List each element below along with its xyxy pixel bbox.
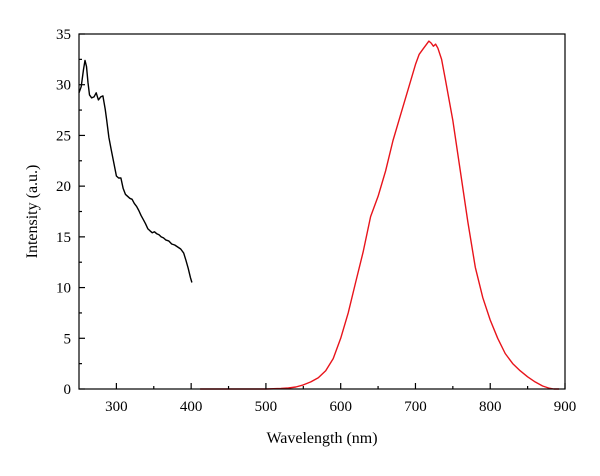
x-tick-label: 400 [180,399,203,415]
axis-layer: 300 400 500 600 700 800 900 0 5 10 15 20 25 30 35 [56,27,576,415]
y-tick-label: 0 [64,382,72,398]
y-tick-label: 15 [56,230,71,246]
series-layer [78,40,559,390]
x-tick-label: 800 [479,399,502,415]
series-line-1 [78,59,193,283]
y-tick-label: 30 [56,78,71,94]
y-tick-label: 20 [56,179,71,195]
y-tick-label: 5 [64,331,72,347]
y-tick-label: 25 [56,128,71,144]
series-line-2 [200,40,559,390]
y-tick-label: 35 [56,27,71,43]
y-tick-label: 10 [56,281,71,297]
x-tick-label: 500 [255,399,278,415]
x-axis-label: Wavelength (nm) [266,430,377,447]
x-tick-label: 700 [404,399,427,415]
x-tick-label: 600 [329,399,352,415]
x-tick-label: 300 [105,399,128,415]
y-axis-label: Intensity (a.u.) [24,165,41,259]
plot-frame [78,33,566,390]
x-tick-label: 900 [554,399,577,415]
